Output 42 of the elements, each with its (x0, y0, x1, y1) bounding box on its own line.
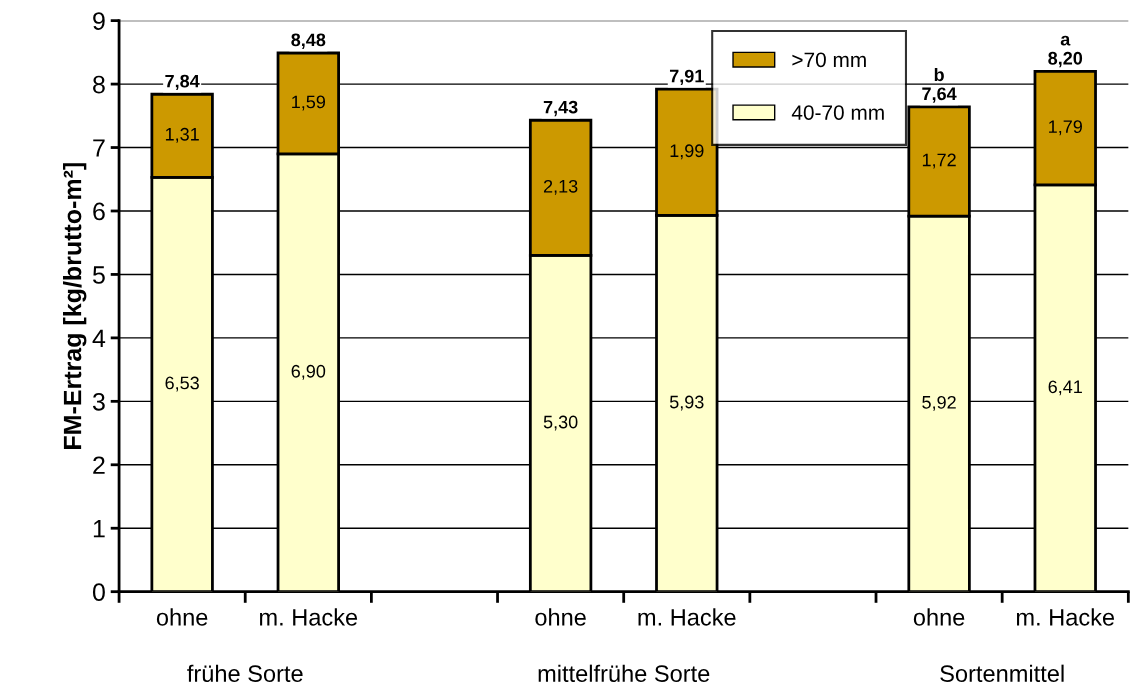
x-tick-label: ohne (913, 608, 965, 626)
y-tick-label: 2 (93, 456, 105, 474)
data-label: 1,79 (1049, 120, 1082, 136)
data-label: 6,41 (1048, 380, 1082, 396)
text: Sortenmittel (940, 664, 1064, 682)
data-label: 6,53 (165, 376, 199, 392)
y-tick-label: 7 (93, 139, 105, 157)
x-tick-label: ohne (156, 608, 208, 626)
total-label: 7,64 (922, 87, 957, 103)
y-tick-label: 4 (92, 329, 106, 347)
y-axis-title: FM-Ertrag [kg/brutto-m²] (63, 163, 87, 449)
annotation: a (1060, 35, 1071, 46)
data-label: 5,30 (543, 415, 578, 431)
total-label: 7,91 (669, 69, 704, 86)
total-label: 8,48 (291, 33, 326, 49)
y-tick-label: 3 (92, 392, 105, 411)
y-tick-label: 6 (93, 202, 105, 221)
total-label: 7,84 (165, 74, 200, 91)
y-tick-label: 8 (93, 75, 105, 94)
y-tick-label: 9 (93, 12, 105, 30)
legend-label: >70 mm (792, 52, 866, 68)
x-tick-label: m. Hacke (260, 608, 358, 626)
x-tick-label: ohne (535, 608, 586, 626)
data-label: 1,59 (292, 95, 326, 111)
text: mittelfrühe Sorte (538, 664, 710, 682)
data-label: 6,90 (291, 364, 326, 380)
annotation: b (934, 67, 944, 82)
x-tick-label: m. Hacke (638, 608, 736, 626)
text: frühe Sorte (187, 664, 303, 682)
legend-label: 40-70 mm (791, 105, 884, 120)
data-label: 1,31 (165, 127, 199, 143)
data-label: 5,93 (669, 395, 704, 411)
y-tick-label: 5 (92, 266, 105, 284)
y-tick-label: 0 (92, 583, 105, 601)
total-label: 8,20 (1048, 51, 1083, 68)
data-label: 1,72 (922, 153, 956, 169)
data-label: 5,92 (922, 395, 956, 411)
data-label: 2,13 (543, 179, 578, 195)
y-tick-label: 1 (93, 520, 105, 538)
data-label: 1,99 (670, 144, 704, 160)
total-label: 7,43 (543, 100, 578, 117)
x-tick-label: m. Hacke (1016, 608, 1115, 626)
